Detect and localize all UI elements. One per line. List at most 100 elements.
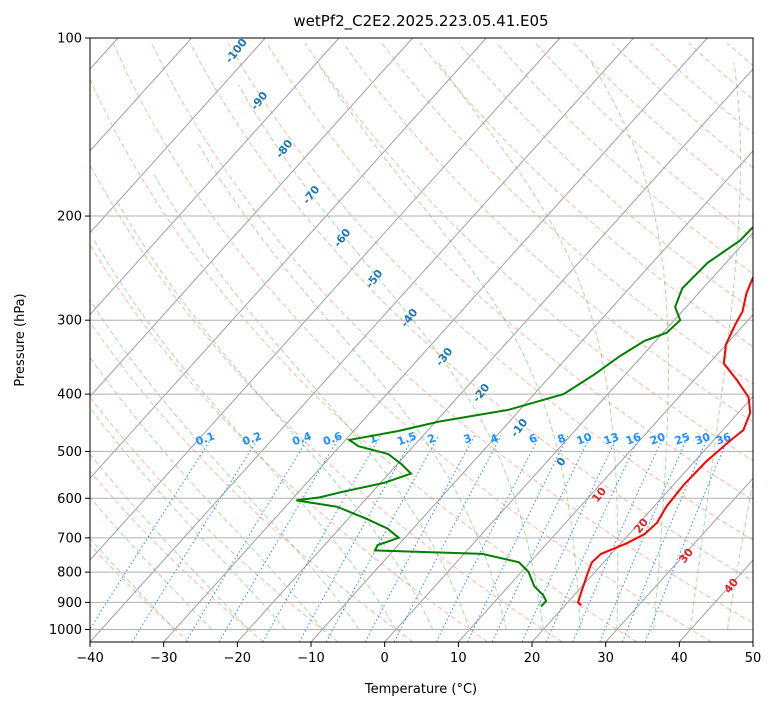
y-tick-label: 700: [57, 531, 82, 546]
dry-adiabat: [90, 396, 339, 642]
moist-adiabat: [93, 240, 397, 630]
moist-adiabat: [196, 141, 507, 630]
mixing-ratio-label: 30: [693, 430, 712, 448]
mixing-ratio-line: [90, 435, 214, 630]
x-tick-label: −30: [150, 651, 177, 666]
y-tick-label: 400: [57, 388, 82, 403]
mixing-ratio-label: 3: [462, 432, 474, 447]
dry-adiabat: [90, 244, 488, 642]
x-tick-label: −10: [297, 651, 324, 666]
isotherm: [90, 38, 634, 642]
dry-adiabat: [304, 42, 753, 462]
mixing-ratio-line: [298, 435, 415, 642]
moist-adiabat: [316, 62, 581, 630]
dry-adiabat: [189, 42, 753, 582]
mixing-ratio-line: [521, 435, 619, 642]
dry-adiabat: [151, 42, 753, 624]
plot-frame: [89, 37, 754, 643]
adiabat-label: -70: [300, 183, 323, 207]
x-tick-label: 30: [597, 651, 614, 666]
isotherm: [384, 231, 753, 642]
mixing-ratio-label: 0.4: [290, 429, 313, 448]
dry-adiabat: [419, 42, 753, 348]
moist-adiabat: [90, 299, 360, 630]
mixing-ratio-label: 36: [714, 430, 733, 448]
mixing-ratio-line: [325, 435, 440, 642]
dry-adiabat: [90, 163, 563, 642]
x-axis-label: Temperature (°C): [364, 682, 477, 697]
mixing-ratio-line: [393, 435, 502, 642]
isotherm: [90, 38, 192, 152]
chart-title: wetPf2_C2E2.2025.223.05.41.E05: [293, 12, 548, 31]
moist-adiabat: [726, 478, 753, 630]
isotherm: [310, 150, 753, 642]
y-tick-label: 800: [57, 566, 82, 581]
mixing-ratio-label: 16: [624, 430, 643, 448]
adiabat-label: 10: [589, 485, 609, 505]
moist-adiabat: [437, 62, 619, 630]
dry-adiabat: [90, 77, 638, 642]
mixing-ratio-line: [599, 435, 689, 642]
mixing-ratio-label: 13: [602, 430, 621, 447]
moist-adiabat: [90, 496, 213, 630]
mixing-ratio-label: 1: [367, 432, 379, 447]
isotherm: [90, 38, 340, 316]
adiabat-label: -100: [223, 36, 250, 66]
isotherm: [90, 38, 487, 480]
isotherm: [90, 38, 561, 561]
y-axis: 100 200 300 400 500 600 700 800 900 1000: [49, 32, 90, 638]
plot-area: 0.1 0.2 0.4 0.6 1 1.5 2 3 4 6 8 10 13 16 20 25 30 36 -100…: [90, 36, 753, 642]
mixing-ratio-label: 0.6: [321, 429, 344, 448]
dry-adiabat: [266, 42, 753, 501]
dry-adiabat: [90, 321, 414, 642]
x-tick-label: 50: [745, 651, 762, 666]
y-tick-label: 500: [57, 445, 82, 460]
adiabat-label: 30: [676, 546, 696, 566]
isotherm: [90, 38, 266, 234]
x-tick-label: −40: [76, 651, 103, 666]
isotherm: [236, 68, 753, 642]
moist-adiabat: [117, 202, 434, 630]
moist-adiabat: [90, 356, 323, 630]
mixing-ratio-label: 4: [488, 431, 500, 446]
y-tick-label: 1000: [49, 623, 82, 638]
adiabat-label: -90: [248, 89, 271, 113]
x-tick-label: 10: [450, 651, 467, 666]
y-tick-label: 300: [57, 314, 82, 329]
moist-adiabat: [153, 174, 471, 630]
moist-adiabat: [90, 453, 249, 630]
dry-adiabat: [688, 42, 753, 101]
y-axis-label: Pressure (hPa): [13, 293, 28, 386]
dry-adiabat: [726, 42, 753, 67]
mixing-ratio-line: [218, 435, 341, 642]
moist-adiabat: [590, 62, 669, 630]
moist-adiabat: [90, 407, 286, 630]
x-tick-label: −20: [224, 651, 251, 666]
mixing-ratio-label: 2: [426, 432, 438, 447]
mixing-ratio-label: 20: [648, 430, 667, 448]
adiabat-label: -50: [363, 267, 386, 291]
isotherm: [605, 477, 753, 642]
dry-adiabat: [650, 42, 753, 135]
mixing-ratio-label: 1.5: [395, 429, 418, 448]
adiabat-label: 40: [721, 576, 741, 596]
y-tick-label: 600: [57, 492, 82, 507]
mixing-ratio-label: 0.2: [241, 429, 264, 448]
x-axis: −40 −30 −20 −10 0 10 20 30 40 50: [76, 642, 761, 666]
moist-adiabat: [690, 62, 742, 630]
isotherm: [90, 38, 413, 398]
mixing-ratio-line: [131, 435, 261, 642]
x-tick-label: 20: [524, 651, 541, 666]
isotherm: [531, 395, 753, 642]
mixing-ratio-line: [185, 435, 311, 642]
dewpoint-profile: [296, 225, 753, 608]
adiabat-label: -80: [273, 137, 296, 161]
dry-adiabat: [90, 470, 264, 642]
mixing-ratio-label: 0.1: [194, 429, 217, 448]
isotherm: [752, 641, 753, 642]
isotherm: [163, 38, 708, 642]
mixing-ratio-line: [467, 435, 569, 642]
mixing-ratio-label: 25: [673, 430, 692, 447]
x-tick-label: 40: [671, 651, 688, 666]
